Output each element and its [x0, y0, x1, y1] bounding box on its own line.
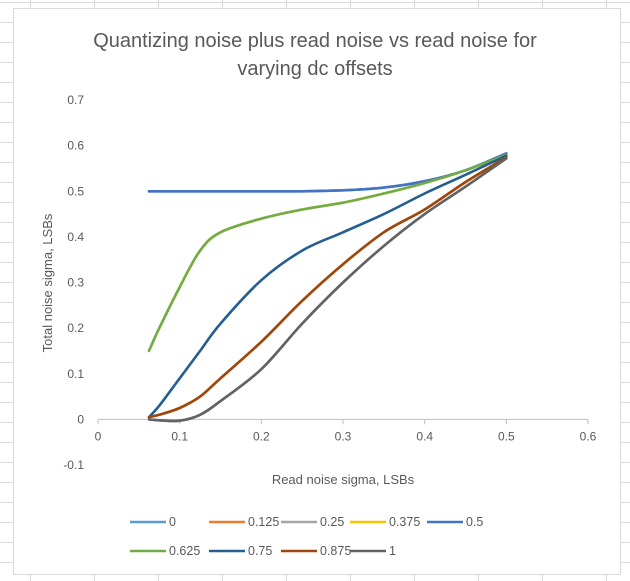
legend-label: 0.5 — [466, 515, 483, 529]
y-tick-label: 0.6 — [67, 139, 84, 153]
y-axis-title: Total noise sigma, LSBs — [40, 213, 55, 352]
chart-title-line: varying dc offsets — [237, 58, 392, 80]
legend-label: 0.875 — [320, 544, 351, 558]
y-tick-label: 0.4 — [67, 230, 84, 244]
series-line-0-5[interactable] — [147, 152, 508, 193]
series-line-0-625[interactable] — [147, 153, 508, 353]
legend-label: 0.625 — [169, 544, 200, 558]
x-tick-label: 0.1 — [171, 429, 188, 443]
x-tick-label: 0.5 — [498, 429, 515, 443]
y-tick-label: 0.1 — [67, 367, 84, 381]
legend-label: 0.125 — [248, 515, 279, 529]
chart-title-line: Quantizing noise plus read noise vs read… — [93, 30, 537, 52]
y-tick-label: 0.5 — [67, 184, 84, 198]
legend: 0 0.125 0.25 0.375 0.5 0.625 0.75 0.875 1 — [130, 515, 483, 558]
plot-series — [147, 152, 508, 423]
chart-area[interactable] — [13, 8, 621, 575]
series-line-0[interactable] — [147, 152, 508, 193]
x-tick-label: 0.3 — [335, 429, 352, 443]
y-tick-label: -0.1 — [63, 458, 84, 472]
y-tick-label: 0.3 — [67, 276, 84, 290]
x-tick-label: 0.4 — [416, 429, 433, 443]
legend-label: 0.375 — [389, 515, 420, 529]
legend-label: 0.75 — [248, 544, 272, 558]
series-line-0-75[interactable] — [147, 154, 508, 419]
y-axis: -0.1 0 0.1 0.2 0.3 0.4 0.5 0.6 0.7 — [63, 93, 84, 472]
x-tick-label: 0.2 — [253, 429, 270, 443]
series-line-0-375[interactable] — [147, 153, 508, 353]
legend-label: 0 — [169, 515, 176, 529]
y-tick-label: 0 — [77, 412, 84, 426]
legend-label: 0.25 — [320, 515, 344, 529]
series-line-0-25[interactable] — [147, 157, 508, 423]
chart-title: Quantizing noise plus read noise vs read… — [93, 30, 537, 80]
series-line-0-875[interactable] — [147, 156, 508, 419]
x-axis: 0 0.1 0.2 0.3 0.4 0.5 0.6 — [95, 418, 597, 443]
x-tick-label: 0 — [95, 429, 102, 443]
legend-label: 1 — [389, 544, 396, 558]
x-tick-label: 0.6 — [580, 429, 597, 443]
y-tick-label: 0.7 — [67, 93, 84, 107]
x-axis-title: Read noise sigma, LSBs — [272, 472, 415, 487]
series-line-1[interactable] — [147, 157, 508, 423]
y-tick-label: 0.2 — [67, 321, 84, 335]
